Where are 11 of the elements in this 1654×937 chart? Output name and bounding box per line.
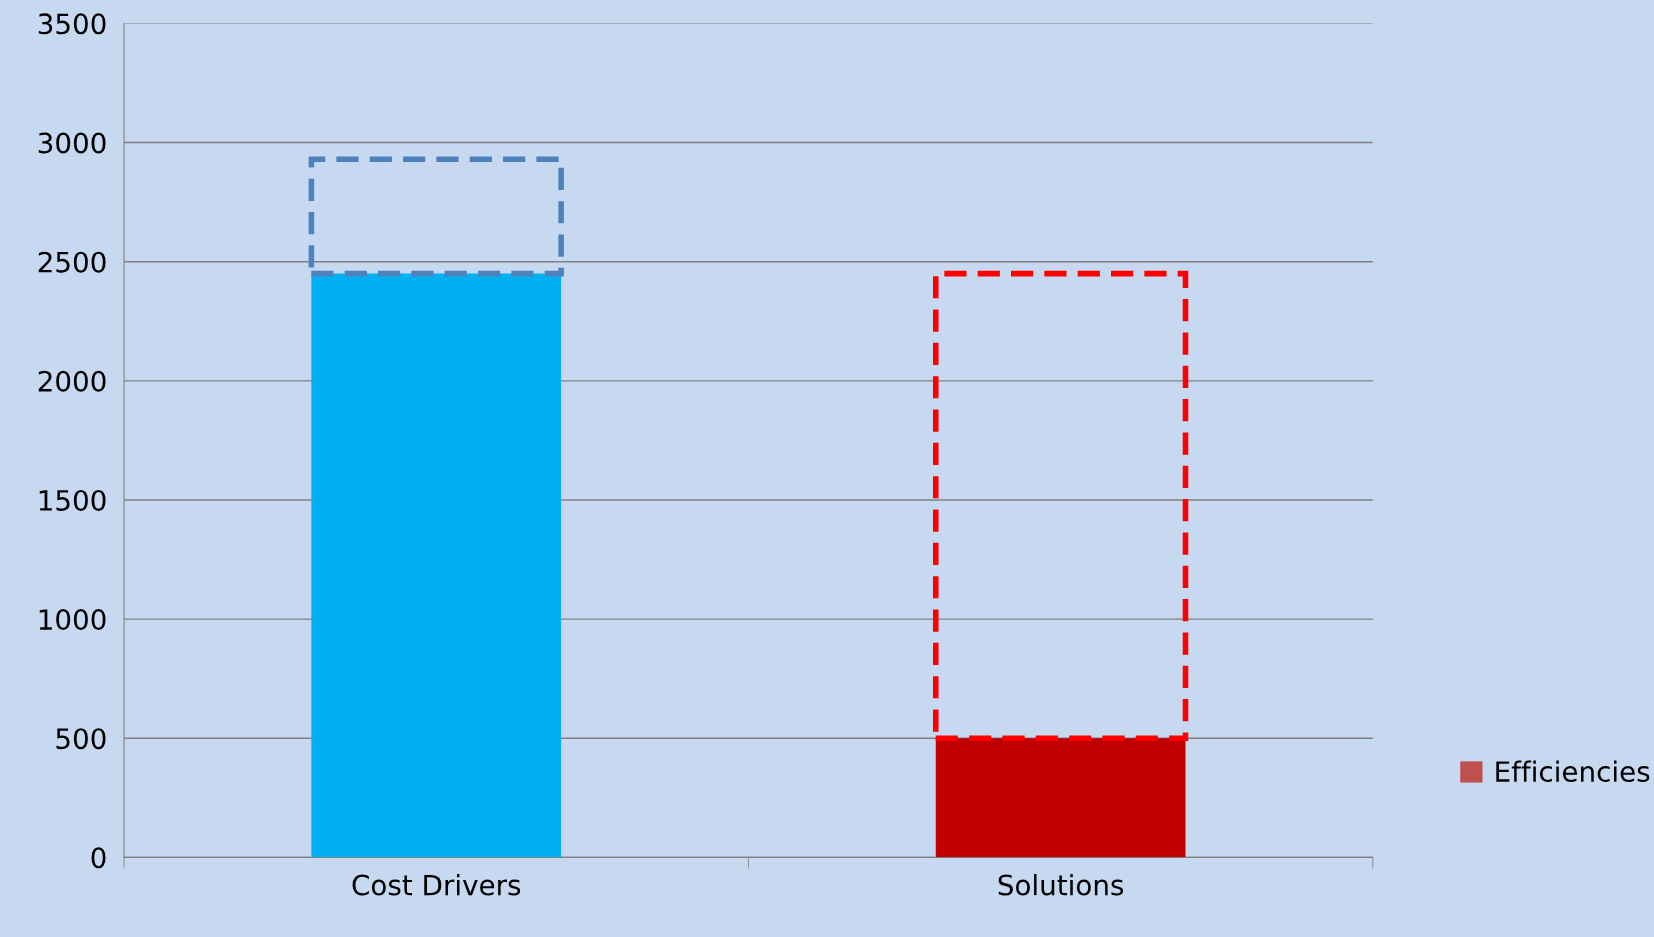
text: Efficiencies	[1496, 760, 1650, 783]
y-tick-label: 1000	[39, 609, 106, 631]
y-tick-label: 3500	[38, 13, 106, 35]
y-tick-label: 0	[91, 847, 106, 869]
x-tick-label: Cost Drivers	[352, 874, 521, 896]
y-tick-label: 3000	[38, 132, 106, 154]
x-tick-label: Solutions	[998, 874, 1124, 896]
y-tick-label: 500	[56, 728, 106, 750]
y-tick-label: 2500	[38, 251, 106, 273]
y-tick-label: 2000	[38, 370, 106, 392]
y-tick-label: 1500	[39, 489, 106, 511]
